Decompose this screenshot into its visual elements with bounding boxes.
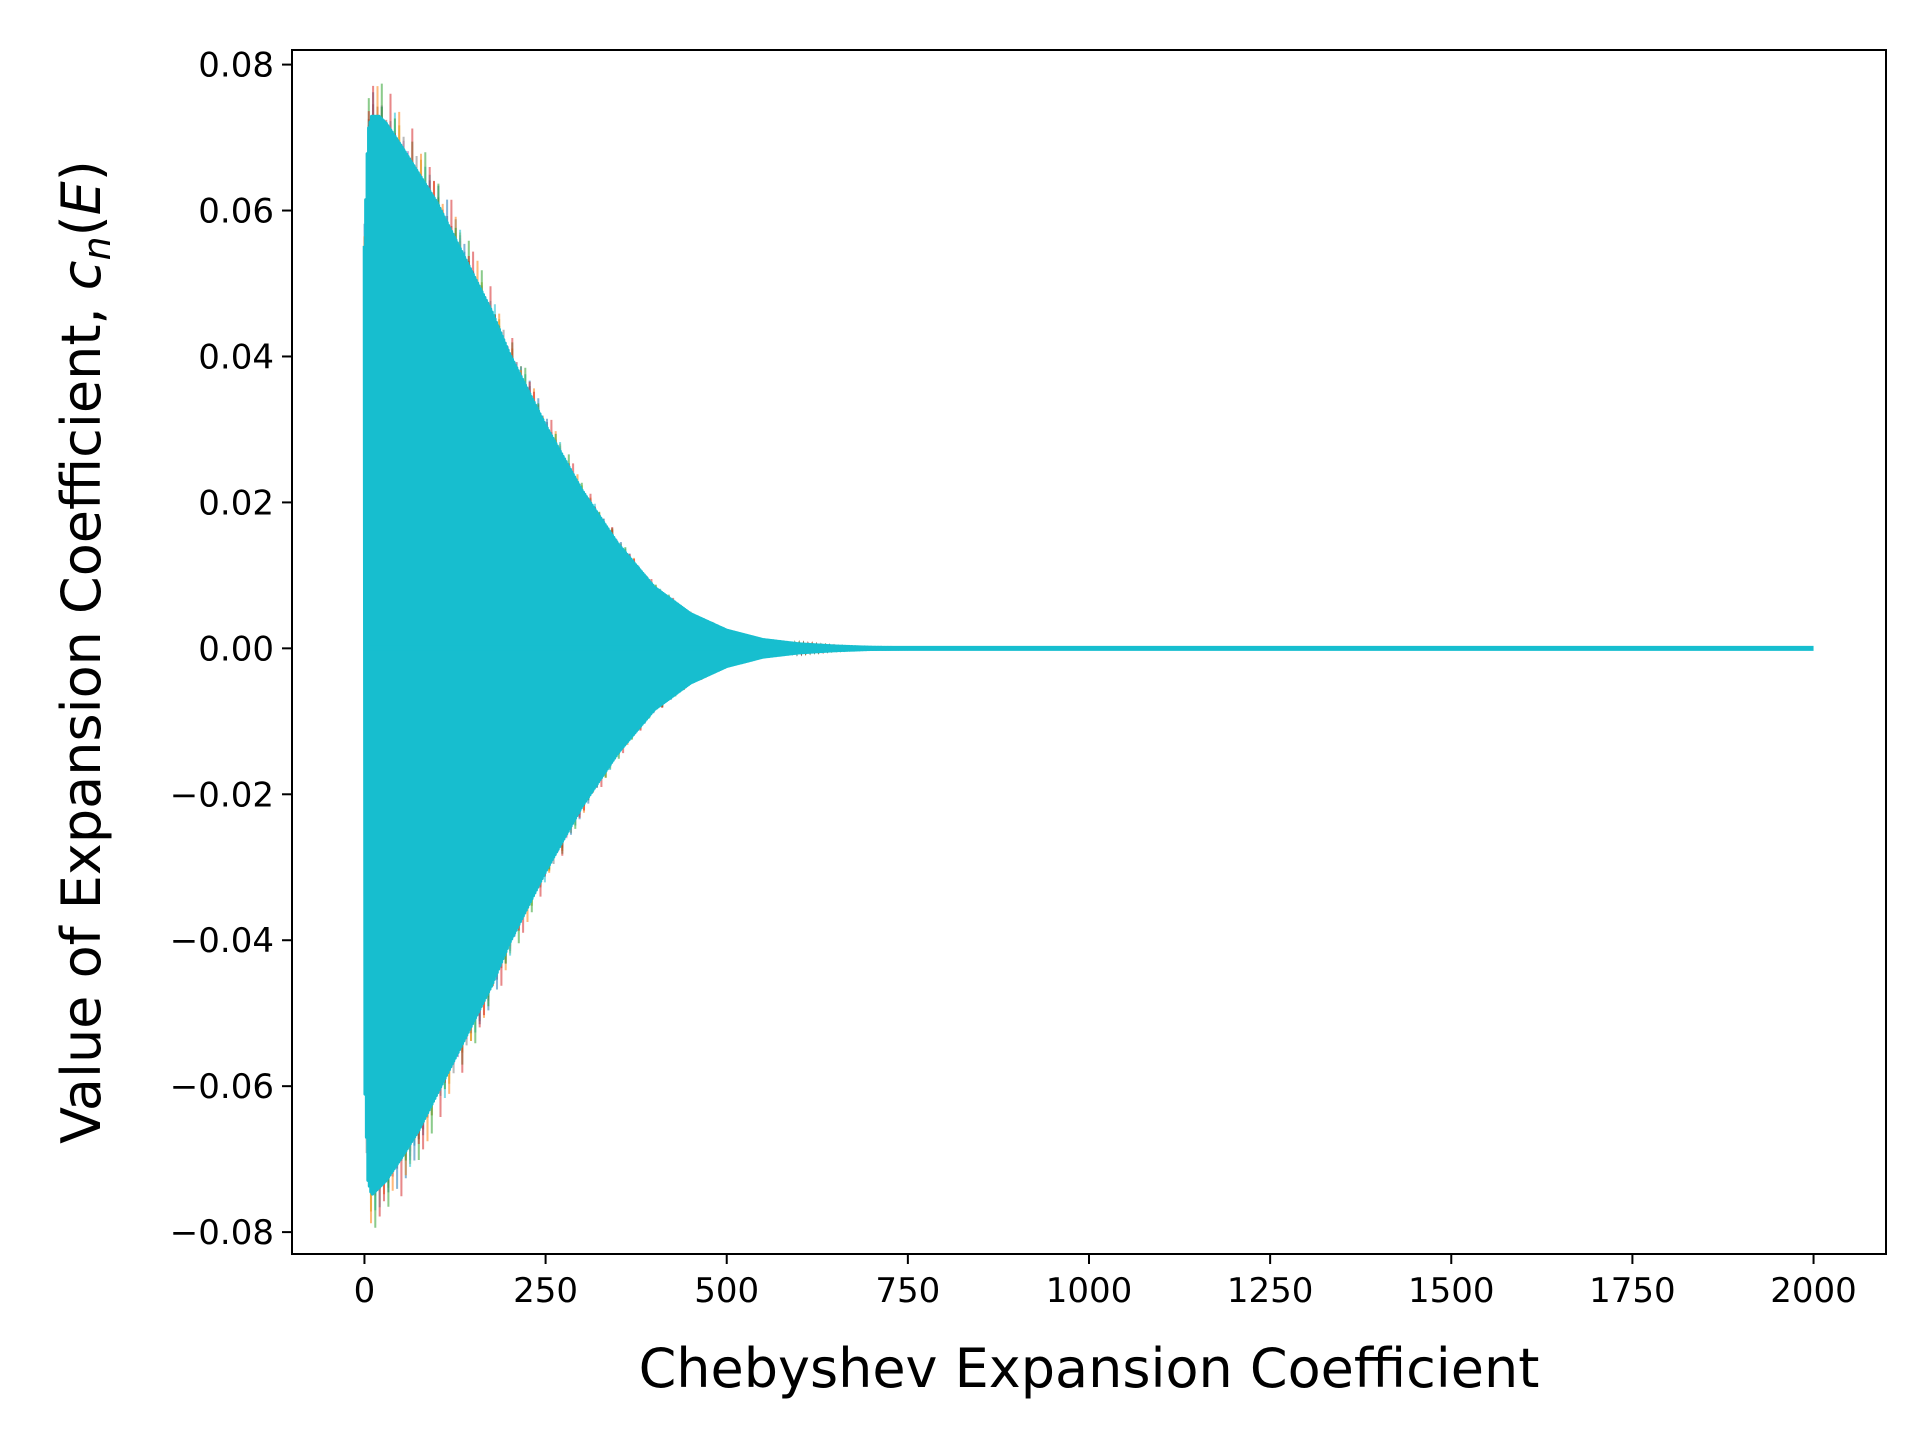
y-axis: −0.08 −0.06 −0.04 −0.02 0.00 0.02 0.04 0.06 0.08 bbox=[170, 46, 292, 1253]
y-tick-label: −0.06 bbox=[170, 1067, 274, 1107]
x-tick-label: 1750 bbox=[1589, 1271, 1676, 1311]
x-axis-title: Chebyshev Expansion Coefficient bbox=[639, 1337, 1540, 1400]
y-tick-label: 0.00 bbox=[198, 629, 274, 669]
x-tick-label: 0 bbox=[354, 1271, 376, 1311]
x-axis: 0 250 500 750 1000 1250 1500 1750 2000 bbox=[354, 1254, 1857, 1311]
series-layer bbox=[362, 83, 1814, 1228]
y-axis-title: Value of Expansion Coefficient, cn(E) bbox=[50, 160, 119, 1144]
y-tick-label: −0.02 bbox=[170, 775, 274, 815]
x-tick-label: 2000 bbox=[1770, 1271, 1857, 1311]
x-tick-label: 500 bbox=[694, 1271, 759, 1311]
x-tick-label: 1000 bbox=[1046, 1271, 1133, 1311]
x-tick-label: 1500 bbox=[1408, 1271, 1495, 1311]
y-axis-title-symbol: c bbox=[50, 260, 113, 290]
x-tick-label: 1250 bbox=[1227, 1271, 1314, 1311]
y-tick-label: 0.04 bbox=[198, 337, 274, 377]
y-tick-label: 0.06 bbox=[198, 192, 274, 232]
y-axis-title-close: ) bbox=[50, 160, 113, 181]
y-axis-title-prefix: Value of Expansion Coefficient, bbox=[50, 290, 113, 1144]
y-tick-label: 0.02 bbox=[198, 483, 274, 523]
x-tick-label: 250 bbox=[513, 1271, 578, 1311]
y-tick-label: −0.04 bbox=[170, 921, 274, 961]
y-axis-title-open: ( bbox=[50, 215, 113, 236]
y-tick-label: −0.08 bbox=[170, 1213, 274, 1253]
y-axis-title-subscript: n bbox=[75, 236, 119, 260]
y-axis-title-arg: E bbox=[50, 180, 113, 215]
x-tick-label: 750 bbox=[875, 1271, 940, 1311]
y-tick-label: 0.08 bbox=[198, 46, 274, 86]
